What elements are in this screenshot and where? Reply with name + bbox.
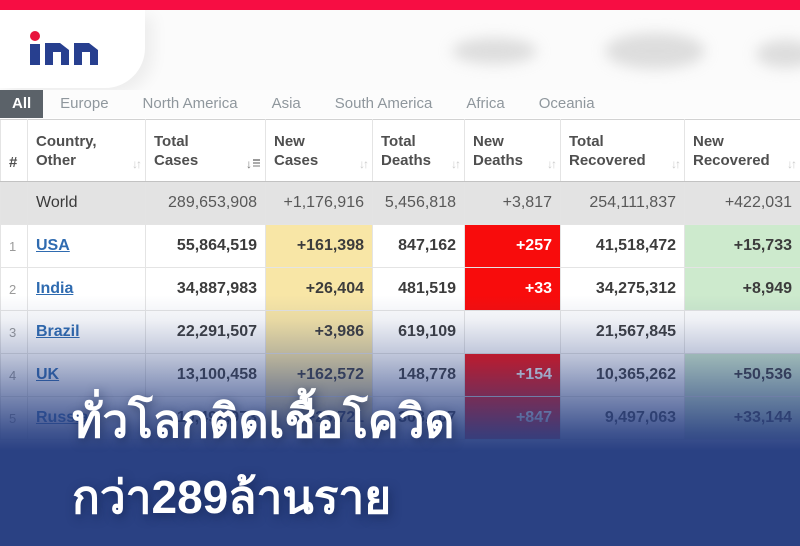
thai-news-headline: ทั่วโลกติดเชื้อโควิด กว่า289ล้านราย bbox=[72, 383, 454, 535]
sort-icon[interactable]: ↓↑ bbox=[451, 157, 461, 171]
new-deaths-cell: +33 bbox=[464, 267, 561, 311]
sort-icon[interactable]: ↓↑ bbox=[547, 157, 557, 171]
sort-desc-icon[interactable]: ↓ bbox=[246, 157, 260, 171]
top-red-bar bbox=[0, 0, 800, 10]
new-deaths-cell bbox=[464, 310, 561, 354]
new-deaths-cell: +847 bbox=[464, 396, 561, 440]
new-cases-cell: +26,404 bbox=[265, 267, 373, 311]
table-row-world: World 289,653,908 +1,176,916 5,456,818 +… bbox=[0, 181, 800, 225]
inn-logo-box bbox=[0, 10, 145, 88]
page-header bbox=[0, 10, 800, 90]
table-row-india: 2 India 34,887,983 +26,404 481,519 +33 3… bbox=[0, 267, 800, 311]
headline-line-1: ทั่วโลกติดเชื้อโควิด bbox=[72, 395, 455, 447]
new-deaths-cell: +154 bbox=[464, 353, 561, 397]
tab-all[interactable]: All bbox=[0, 90, 44, 118]
new-recovered-cell: +8,949 bbox=[684, 267, 800, 311]
tab-europe[interactable]: Europe bbox=[60, 95, 109, 112]
sort-icon[interactable]: ↓↑ bbox=[132, 157, 142, 171]
tab-oceania[interactable]: Oceania bbox=[538, 95, 595, 112]
col-header-total-cases[interactable]: Total Cases ↓ bbox=[145, 119, 266, 182]
tab-north-america[interactable]: North America bbox=[142, 95, 238, 112]
inn-logo bbox=[30, 31, 98, 65]
country-link-usa[interactable]: USA bbox=[36, 237, 70, 254]
new-cases-cell: +3,986 bbox=[265, 310, 373, 354]
col-header-total-deaths[interactable]: Total Deaths ↓↑ bbox=[372, 119, 465, 182]
country-label: World bbox=[27, 181, 146, 225]
blurred-background-text bbox=[605, 33, 705, 69]
sort-icon[interactable]: ↓↑ bbox=[787, 157, 797, 171]
new-recovered-cell: +15,733 bbox=[684, 224, 800, 268]
new-recovered-cell: +33,144 bbox=[684, 396, 800, 440]
table-row-brazil: 3 Brazil 22,291,507 +3,986 619,109 21,56… bbox=[0, 310, 800, 354]
sort-icon[interactable]: ↓↑ bbox=[359, 157, 369, 171]
country-link-brazil[interactable]: Brazil bbox=[36, 323, 80, 340]
table-row-usa: 1 USA 55,864,519 +161,398 847,162 +257 4… bbox=[0, 224, 800, 268]
col-header-index: # bbox=[0, 119, 28, 182]
continent-tab-bar: All Europe North America Asia South Amer… bbox=[0, 90, 800, 118]
col-header-new-cases[interactable]: New Cases ↓↑ bbox=[265, 119, 373, 182]
new-recovered-cell bbox=[684, 310, 800, 354]
col-header-country[interactable]: Country, Other ↓↑ bbox=[27, 119, 146, 182]
new-recovered-cell: +50,536 bbox=[684, 353, 800, 397]
logo-letter-n bbox=[45, 43, 69, 65]
sort-icon[interactable]: ↓↑ bbox=[671, 157, 681, 171]
logo-red-dot bbox=[30, 31, 40, 41]
tab-africa[interactable]: Africa bbox=[466, 95, 505, 112]
col-header-total-recovered[interactable]: Total Recovered ↓↑ bbox=[560, 119, 685, 182]
col-header-new-recovered[interactable]: New Recovered ↓↑ bbox=[684, 119, 800, 182]
country-link-india[interactable]: India bbox=[36, 280, 74, 297]
blurred-background-text bbox=[756, 40, 800, 68]
col-header-new-deaths[interactable]: New Deaths ↓↑ bbox=[464, 119, 561, 182]
logo-letter-n bbox=[74, 43, 98, 65]
logo-letter-i bbox=[30, 31, 40, 65]
blurred-background-text bbox=[452, 38, 537, 64]
new-cases-cell: +161,398 bbox=[265, 224, 373, 268]
country-link-uk[interactable]: UK bbox=[36, 366, 60, 383]
tab-asia[interactable]: Asia bbox=[271, 95, 301, 112]
tab-south-america[interactable]: South America bbox=[334, 95, 433, 112]
headline-line-2: กว่า289ล้านราย bbox=[72, 471, 392, 523]
table-header-row: # Country, Other ↓↑ Total Cases ↓ New Ca… bbox=[0, 119, 800, 182]
new-deaths-cell: +257 bbox=[464, 224, 561, 268]
